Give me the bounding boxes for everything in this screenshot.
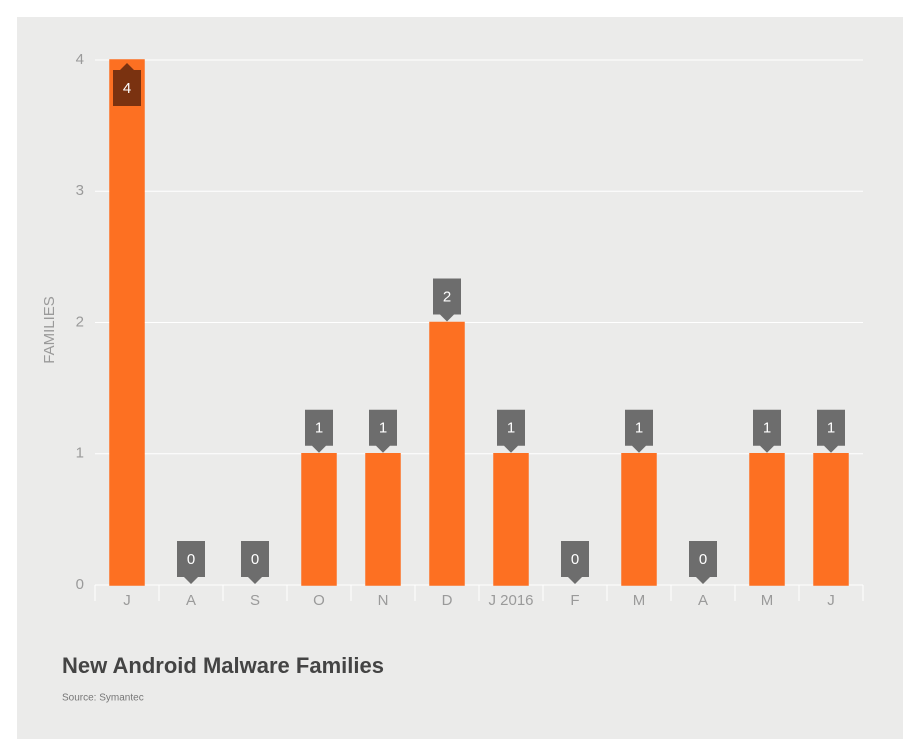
value-label: 1: [635, 420, 643, 437]
value-label-box: [689, 541, 717, 584]
value-label-box: [561, 541, 589, 584]
source: Source: Symantec: [62, 693, 144, 704]
value-label: 0: [571, 551, 579, 568]
x-tick-label: N: [378, 592, 389, 609]
x-tick-label: A: [186, 592, 196, 609]
x-tick-label: D: [442, 592, 453, 609]
x-tick-label: S: [250, 592, 260, 609]
y-tick-label: 4: [76, 51, 84, 68]
y-tick-label: 0: [76, 576, 84, 593]
value-label: 0: [699, 551, 707, 568]
value-label: 0: [187, 551, 195, 568]
chart-title: New Android Malware Families: [62, 653, 384, 678]
x-tick-label: J: [827, 592, 835, 609]
y-tick-label: 2: [76, 313, 84, 330]
bar: [621, 453, 657, 586]
x-tick-label: J 2016: [488, 592, 533, 609]
y-axis-label: FAMILIES: [41, 296, 58, 364]
value-label: 1: [379, 420, 387, 437]
x-tick-label: F: [570, 592, 579, 609]
bar: [109, 59, 145, 586]
value-label-box: [369, 409, 397, 453]
value-label: 1: [315, 420, 323, 437]
value-label: 1: [507, 420, 515, 437]
value-label: 4: [123, 80, 131, 97]
value-label-box: [177, 541, 205, 584]
y-tick-label: 3: [76, 182, 84, 199]
bar: [493, 453, 529, 586]
y-tick-label: 1: [76, 445, 84, 462]
x-tick-label: O: [313, 592, 325, 609]
x-tick-label: M: [761, 592, 774, 609]
bar: [813, 453, 849, 586]
value-label-box: [305, 409, 333, 453]
x-tick-label: J: [123, 592, 131, 609]
value-label-box: [241, 541, 269, 584]
value-label-box: [433, 278, 461, 322]
value-label-box: [817, 409, 845, 453]
value-label: 2: [443, 288, 451, 305]
x-tick-label: A: [698, 592, 708, 609]
value-label-box: [113, 63, 141, 106]
value-label: 0: [251, 551, 259, 568]
bar: [301, 453, 337, 586]
bar: [429, 321, 465, 586]
value-label-box: [497, 409, 525, 453]
x-tick-label: M: [633, 592, 646, 609]
bar: [365, 453, 401, 586]
value-label: 1: [763, 420, 771, 437]
value-label-box: [753, 409, 781, 453]
value-label: 1: [827, 420, 835, 437]
bar: [749, 453, 785, 586]
value-label-box: [625, 409, 653, 453]
